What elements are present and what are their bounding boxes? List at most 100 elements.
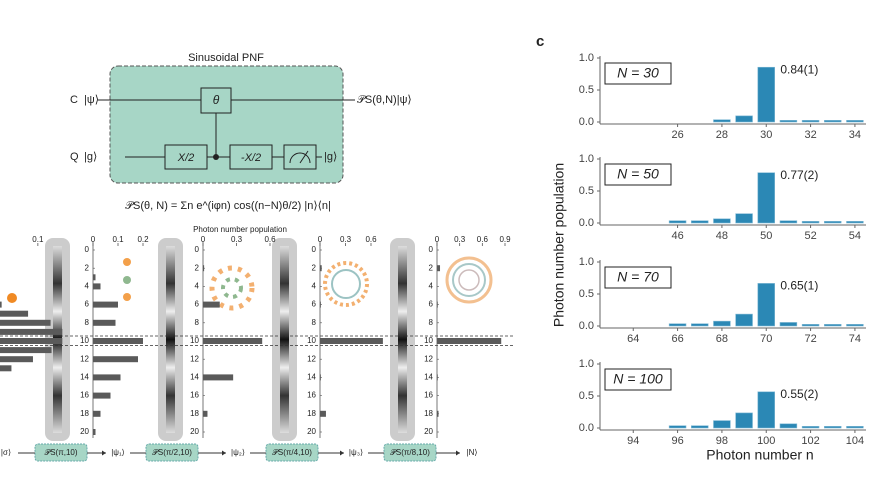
x-tick-label: 0 <box>318 235 323 244</box>
bar <box>203 301 220 308</box>
wigner-strips <box>45 238 415 441</box>
strip-image <box>398 246 407 433</box>
bar <box>320 301 321 308</box>
y-tick-label: 20 <box>307 427 316 436</box>
x-tick-label: 34 <box>849 129 861 141</box>
chart-label: N = 50 <box>617 166 659 182</box>
gate-label: 𝒫S(π/4,10) <box>272 448 312 457</box>
y-tick-label: 18 <box>307 409 316 418</box>
y-tick-label: 6 <box>85 300 90 309</box>
y-tick-label: 0 <box>195 245 200 254</box>
bar <box>437 265 441 272</box>
x-tick-label: 32 <box>804 129 816 141</box>
x-tick-label: 0.1 <box>32 235 44 244</box>
chart-label: N = 70 <box>617 269 659 285</box>
bar <box>0 356 33 363</box>
bar <box>757 391 775 429</box>
bar <box>846 426 864 429</box>
gate-box <box>265 443 319 462</box>
bar <box>437 338 502 344</box>
gate-box <box>34 443 88 462</box>
y-tick-label: 0.5 <box>579 288 594 300</box>
y-tick-label: 0.0 <box>579 217 594 229</box>
label-box <box>604 62 672 85</box>
x-tick-label: 26 <box>671 129 683 141</box>
bar <box>93 374 121 381</box>
inset-ring <box>331 269 361 299</box>
y-tick-label: 8 <box>195 318 200 327</box>
qubit-in: |g⟩ <box>84 151 97 163</box>
y-tick-label: 6 <box>195 300 200 309</box>
inset-ring <box>445 256 493 304</box>
y-tick-label: 12 <box>424 354 433 363</box>
y-tick-label: 20 <box>424 427 433 436</box>
bar <box>93 410 101 417</box>
bar <box>735 213 753 224</box>
control-dot <box>213 154 219 160</box>
bar <box>846 324 864 327</box>
y-tick-label: 8 <box>85 318 90 327</box>
chart-label: N = 100 <box>613 371 663 387</box>
bar <box>846 120 864 123</box>
value-label: 0.65(1) <box>780 279 818 293</box>
y-tick-label: 1.0 <box>579 256 594 268</box>
gate-label: 𝒫S(π/8,10) <box>390 448 430 457</box>
x-tick-label: 50 <box>760 230 772 242</box>
y-tick-label: 20 <box>190 427 199 436</box>
x-tick-label: 54 <box>849 230 861 242</box>
inset-dot <box>123 258 131 266</box>
y-tick-label: 4 <box>312 282 317 291</box>
y-tick-label: 12 <box>80 354 89 363</box>
bar <box>437 374 438 381</box>
bar <box>801 324 820 327</box>
bar <box>713 218 731 224</box>
x-tick-label: 66 <box>671 333 683 345</box>
bar <box>320 410 326 417</box>
gate-label: 𝒫S(π/2,10) <box>152 448 192 457</box>
y-tick-label: 0.0 <box>579 422 594 434</box>
bar <box>0 328 63 335</box>
state-label: |ψ₃⟩ <box>349 448 363 457</box>
theta-gate <box>200 87 232 114</box>
bar <box>93 301 118 308</box>
gate-box <box>145 443 199 462</box>
x-tick-label: 64 <box>627 333 639 345</box>
x-tick-label: 0.6 <box>365 235 377 244</box>
y-axis-label: Photon number population <box>551 163 567 327</box>
x-tick-label: 74 <box>849 333 861 345</box>
bar <box>320 265 322 272</box>
x-tick-label: 98 <box>716 435 728 447</box>
bar <box>0 319 51 326</box>
y-tick-label: 0.5 <box>579 185 594 197</box>
bar <box>203 374 234 381</box>
y-tick-label: 18 <box>190 409 199 418</box>
bar <box>203 410 208 417</box>
y-tick-label: 0 <box>429 245 434 254</box>
y-tick-label: 12 <box>307 354 316 363</box>
x-tick-label: 0 <box>201 235 206 244</box>
bar <box>93 283 101 290</box>
bar <box>779 220 798 224</box>
panel-letter: c <box>536 33 544 50</box>
value-label: 0.77(2) <box>780 168 818 182</box>
bar <box>779 120 798 123</box>
y-tick-label: 4 <box>195 282 200 291</box>
x-tick-label: 0.6 <box>264 235 276 244</box>
x-tick-label: 0.3 <box>340 235 352 244</box>
theta-label: θ <box>213 93 220 107</box>
bar <box>691 425 709 429</box>
meter-icon <box>289 150 311 164</box>
bar <box>93 274 96 281</box>
measure <box>283 144 317 170</box>
bar <box>779 322 798 327</box>
bar <box>824 221 842 224</box>
y-tick-label: 8 <box>429 318 434 327</box>
bar <box>735 115 753 123</box>
state-label: |N⟩ <box>467 448 478 457</box>
y-tick-label: 10 <box>424 336 433 345</box>
bar <box>757 283 775 327</box>
bar <box>801 221 820 224</box>
gate-label: 𝒫S(π,10) <box>44 448 77 457</box>
label-box <box>604 266 672 289</box>
